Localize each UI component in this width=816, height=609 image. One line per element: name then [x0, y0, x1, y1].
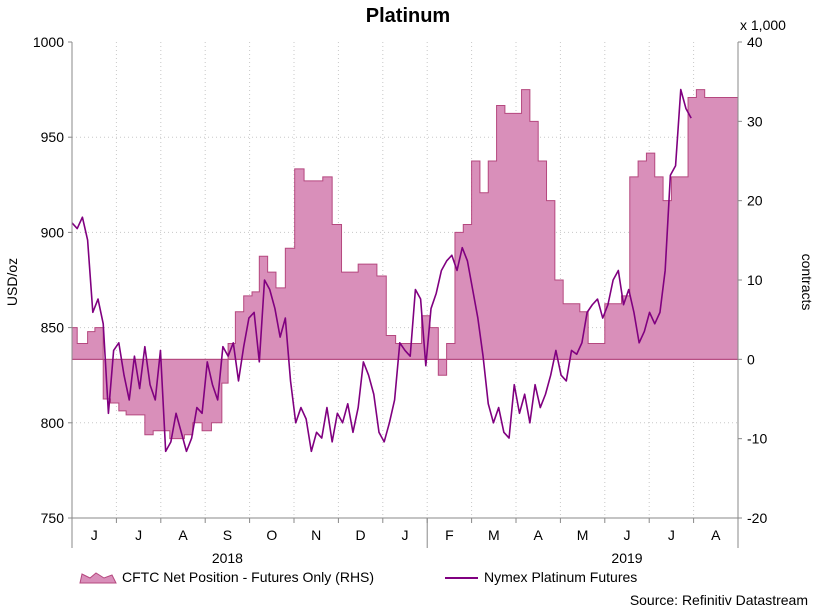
month-label: J — [624, 527, 631, 543]
right-tick-label: 30 — [747, 113, 763, 129]
cftc-area — [71, 89, 739, 440]
platinum-price-series — [71, 88, 692, 453]
left-axis-title: USD/oz — [4, 258, 20, 306]
legend-cftc-label: CFTC Net Position - Futures Only (RHS) — [122, 569, 374, 585]
left-tick-label: 750 — [41, 510, 65, 526]
year-label: 2018 — [212, 550, 243, 566]
left-tick-label: 800 — [41, 415, 65, 431]
right-axis-multiplier: x 1,000 — [740, 17, 786, 33]
right-tick-label: 40 — [747, 34, 763, 50]
axis-labels: 1000 950 900 850 800 750 40 30 20 10 0 -10 -20 J J A S O N… — [33, 34, 768, 566]
month-label: J — [402, 527, 409, 543]
left-tick-label: 850 — [41, 320, 65, 336]
left-tick-label: 1000 — [33, 34, 64, 50]
month-label: M — [577, 527, 589, 543]
month-label: J — [135, 527, 142, 543]
month-label: D — [356, 527, 366, 543]
legend-area-swatch — [79, 572, 117, 584]
right-tick-label: 10 — [747, 272, 763, 288]
source-note: Source: Refinitiv Datastream — [630, 592, 808, 608]
month-label: F — [445, 527, 454, 543]
right-tick-label: -10 — [747, 431, 767, 447]
right-tick-label: -20 — [747, 510, 767, 526]
right-tick-label: 20 — [747, 193, 763, 209]
month-label: O — [266, 527, 277, 543]
nymex-line — [71, 88, 692, 453]
year-label: 2019 — [611, 550, 642, 566]
right-tick-label: 0 — [747, 351, 755, 367]
month-label: A — [534, 527, 544, 543]
legend: CFTC Net Position - Futures Only (RHS) N… — [79, 569, 637, 585]
left-tick-label: 900 — [41, 224, 65, 240]
month-label: A — [178, 527, 188, 543]
month-label: S — [223, 527, 232, 543]
month-label: J — [91, 527, 98, 543]
month-label: J — [668, 527, 675, 543]
month-label: M — [488, 527, 500, 543]
legend-nymex-label: Nymex Platinum Futures — [484, 569, 637, 585]
right-axis-title: contracts — [799, 254, 815, 311]
chart-title: Platinum — [366, 5, 450, 27]
grid-lines — [72, 42, 738, 518]
month-label: N — [311, 527, 321, 543]
month-label: A — [711, 527, 721, 543]
cftc-area-series — [71, 89, 739, 440]
left-tick-label: 950 — [41, 129, 65, 145]
axes — [68, 41, 742, 548]
